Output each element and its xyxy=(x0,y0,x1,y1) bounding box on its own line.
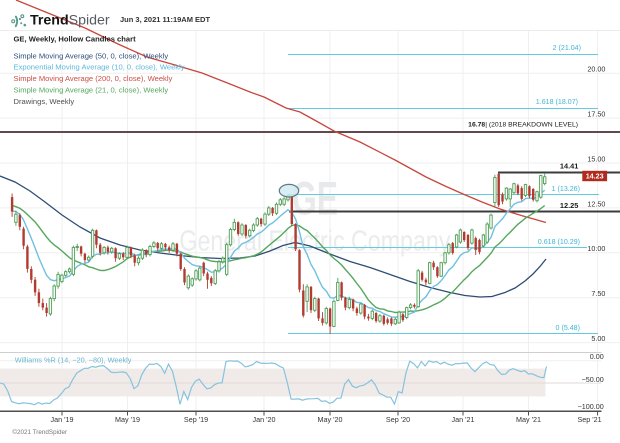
svg-text:1.618 (18.07): 1.618 (18.07) xyxy=(536,98,578,106)
svg-text:14.23: 14.23 xyxy=(586,172,604,181)
svg-text:Jun 3, 2021 11:19AM EDT: Jun 3, 2021 11:19AM EDT xyxy=(120,15,210,24)
svg-text:Sep '21: Sep '21 xyxy=(577,415,601,424)
svg-text:0.618 (10.29): 0.618 (10.29) xyxy=(538,238,580,246)
svg-text:TrendSpider: TrendSpider xyxy=(30,13,110,29)
svg-text:20.00: 20.00 xyxy=(587,65,605,74)
svg-text:17.50: 17.50 xyxy=(587,110,605,119)
svg-text:Drawings, Weekly: Drawings, Weekly xyxy=(14,97,75,106)
svg-text:−50.00: −50.00 xyxy=(582,375,604,384)
svg-text:0.00: 0.00 xyxy=(590,352,604,361)
svg-text:1 (13.26): 1 (13.26) xyxy=(552,185,580,193)
svg-text:10.00: 10.00 xyxy=(587,244,605,253)
svg-text:Sep '19: Sep '19 xyxy=(184,415,208,424)
svg-text:May '20: May '20 xyxy=(318,415,343,424)
svg-text:General Electric Company: General Electric Company xyxy=(179,226,450,258)
svg-text:−100.00: −100.00 xyxy=(578,402,604,411)
svg-text:Exponential Moving Average (10: Exponential Moving Average (10, 0, close… xyxy=(14,63,185,72)
svg-text:0 (5.48): 0 (5.48) xyxy=(556,324,580,332)
svg-text:Simple Moving Average (21, 0,: Simple Moving Average (21, 0, close), We… xyxy=(14,86,169,95)
svg-text:12.25: 12.25 xyxy=(560,201,579,210)
svg-text:May '21: May '21 xyxy=(516,415,541,424)
svg-text:5.00: 5.00 xyxy=(591,334,605,343)
svg-text:©2021 TrendSpider: ©2021 TrendSpider xyxy=(12,428,67,436)
svg-text:GE, Weekly, Hollow Candles cha: GE, Weekly, Hollow Candles chart xyxy=(14,35,137,44)
svg-text:Sep '20: Sep '20 xyxy=(386,415,410,424)
svg-text:Simple Moving Average (50, 0,: Simple Moving Average (50, 0, close), We… xyxy=(14,51,169,60)
svg-text:Jan '19: Jan '19 xyxy=(51,415,74,424)
svg-text:12.50: 12.50 xyxy=(587,199,605,208)
svg-text:7.50: 7.50 xyxy=(591,289,605,298)
svg-text:Williams %R (14, −20, −80), We: Williams %R (14, −20, −80), Weekly xyxy=(15,356,132,365)
svg-text:16.78| (2018 BREAKDOWN LEVEL): 16.78| (2018 BREAKDOWN LEVEL) xyxy=(468,122,578,129)
svg-text:2 (21.04): 2 (21.04) xyxy=(553,44,581,52)
svg-text:Simple Moving Average (200, 0,: Simple Moving Average (200, 0, close), W… xyxy=(14,74,173,83)
svg-text:Jan '20: Jan '20 xyxy=(253,415,276,424)
svg-text:14.41: 14.41 xyxy=(560,161,579,170)
svg-text:GE: GE xyxy=(292,173,338,226)
svg-text:May '19: May '19 xyxy=(115,415,140,424)
svg-text:15.00: 15.00 xyxy=(587,154,605,163)
svg-text:Jan '21: Jan '21 xyxy=(452,415,475,424)
